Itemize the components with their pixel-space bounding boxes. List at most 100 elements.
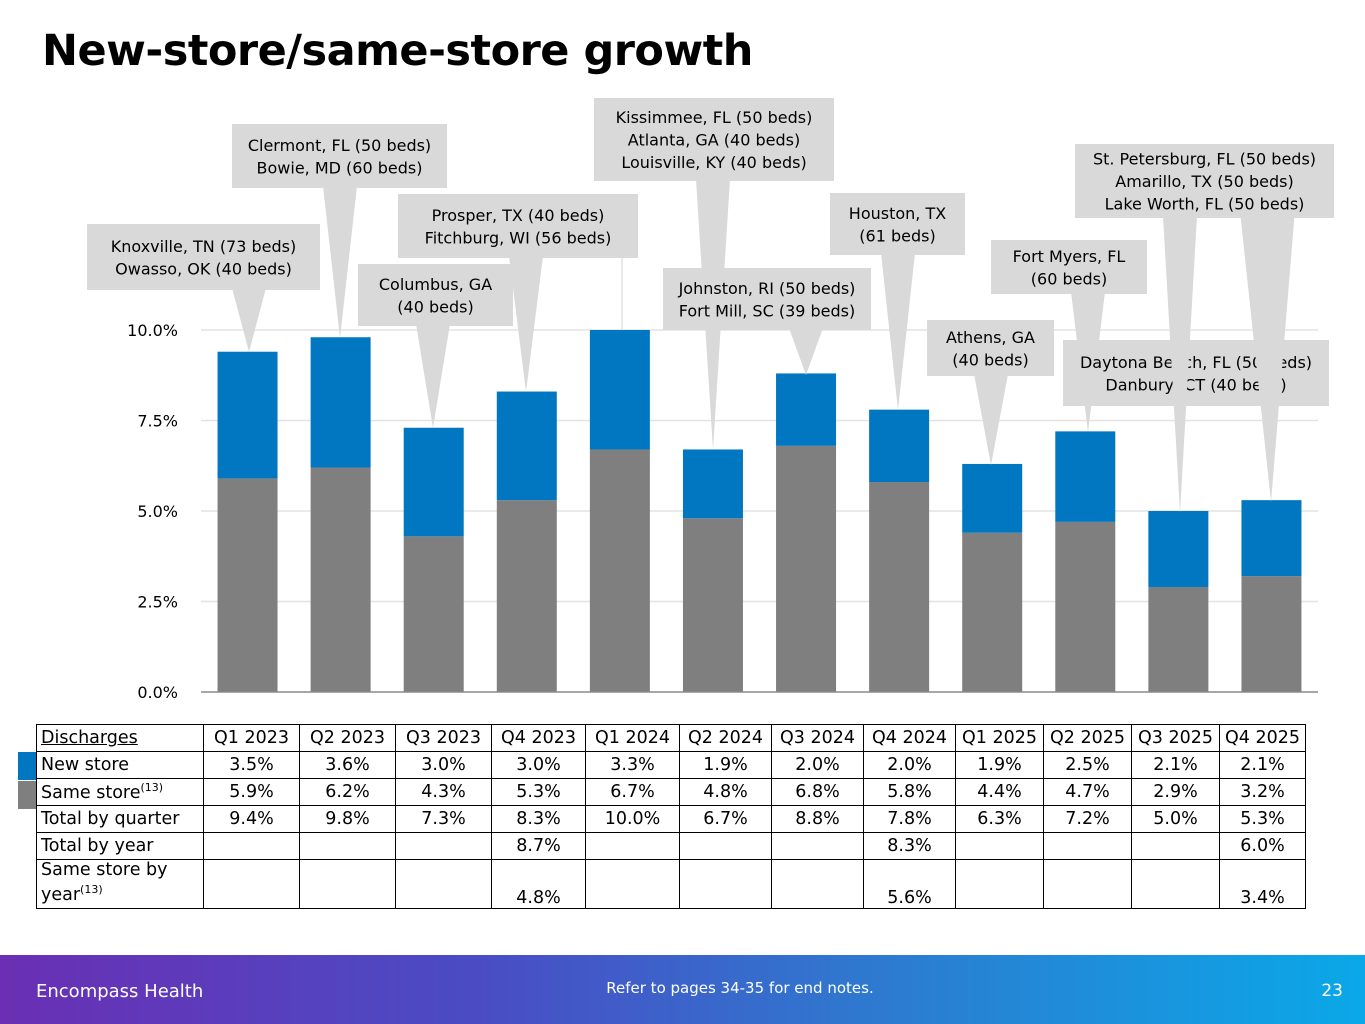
- new-store-bar: [682, 449, 743, 519]
- callout-text: Athens, GA: [946, 328, 1035, 347]
- callout-text: Atlanta, GA (40 beds): [628, 131, 800, 150]
- table-cell: [1131, 832, 1220, 860]
- table-cell: 5.9%: [203, 778, 300, 806]
- same-store-bar: [1148, 587, 1209, 692]
- y-tick-label: 7.5%: [137, 412, 178, 431]
- callout-text: (40 beds): [397, 297, 473, 316]
- table-cell: 7.3%: [395, 805, 492, 833]
- callout-text: Danbury, CT (40 beds): [1105, 375, 1286, 394]
- row-label: Same store by year(13): [36, 859, 204, 909]
- new-store-bar: [1241, 500, 1302, 577]
- same-store-bar: [496, 500, 557, 692]
- table-cell: 8.8%: [771, 805, 864, 833]
- table-cell: 6.8%: [771, 778, 864, 806]
- table-cell: 2.9%: [1131, 778, 1220, 806]
- quarter-header: Q4 2024: [863, 724, 956, 752]
- callout-text: Kissimmee, FL (50 beds): [616, 108, 813, 127]
- callout-text: Fort Myers, FL: [1013, 247, 1126, 266]
- callout-box: [232, 124, 447, 188]
- page-number: 23: [1321, 981, 1343, 1001]
- quarter-header: Q2 2025: [1043, 724, 1132, 752]
- y-tick-label: 0.0%: [137, 683, 178, 702]
- same-store-bar: [403, 536, 464, 692]
- table-cell: 7.2%: [1043, 805, 1132, 833]
- callout-text: Houston, TX: [849, 204, 946, 223]
- new-store-bar: [217, 351, 278, 479]
- callout-pointer: [232, 288, 266, 352]
- table-cell: [679, 832, 772, 860]
- callout-box: [358, 264, 513, 326]
- new-store-bar: [776, 373, 837, 446]
- quarter-header: Q3 2023: [395, 724, 492, 752]
- callout-box: [594, 98, 834, 181]
- quarter-header: Q4 2025: [1219, 724, 1306, 752]
- new-store-bar: [496, 391, 557, 501]
- table-cell: 3.6%: [299, 751, 396, 779]
- table-header-label: Discharges: [36, 724, 204, 752]
- y-tick-label: 5.0%: [137, 502, 178, 521]
- callout-text: Amarillo, TX (50 beds): [1115, 172, 1293, 191]
- page-title: New-store/same-store growth: [42, 26, 753, 76]
- table-cell: 4.3%: [395, 778, 492, 806]
- table-cell: 8.7%: [491, 832, 586, 860]
- callout-box: [1063, 340, 1329, 406]
- table-cell: 4.8%: [491, 859, 586, 909]
- table-row-total-by-year: Total by year 8.7% 8.3% 6.0%: [36, 832, 1306, 860]
- same-store-bar: [1241, 576, 1302, 692]
- table-cell: 2.1%: [1131, 751, 1220, 779]
- row-label: Total by year: [36, 832, 204, 860]
- table-cell: 8.3%: [863, 832, 956, 860]
- table-cell: 5.3%: [1219, 805, 1306, 833]
- stacked-bar-chart: 0.0% 2.5% 5.0% 7.5% 10.0% Knoxville, TN (73 b…: [87, 98, 1334, 702]
- table-cell: 6.7%: [679, 805, 772, 833]
- footer-brand: Encompass Health: [36, 981, 204, 1002]
- table-cell: 5.8%: [863, 778, 956, 806]
- table-cell: 9.8%: [299, 805, 396, 833]
- footer-note: Refer to pages 34-35 for end notes.: [606, 979, 874, 997]
- callout-pointer: [789, 328, 823, 375]
- table-cell: 5.3%: [491, 778, 586, 806]
- callout-text: Knoxville, TN (73 beds): [111, 237, 296, 256]
- table-cell: 4.7%: [1043, 778, 1132, 806]
- quarter-header: Q3 2025: [1131, 724, 1220, 752]
- table-cell: [1043, 832, 1132, 860]
- new-store-bar: [403, 427, 464, 537]
- new-store-bar: [589, 330, 650, 450]
- callout-text: Prosper, TX (40 beds): [432, 206, 605, 225]
- callout-box: [663, 268, 871, 330]
- callout-text: Louisville, KY (40 beds): [621, 153, 806, 172]
- table-cell: [203, 859, 300, 909]
- table-cell: 4.4%: [955, 778, 1044, 806]
- quarter-header: Q1 2023: [203, 724, 300, 752]
- quarter-header: Q3 2024: [771, 724, 864, 752]
- callout-box: [1075, 144, 1334, 218]
- y-tick-label: 10.0%: [127, 321, 178, 340]
- callout-pointer: [881, 253, 915, 410]
- table-cell: [395, 832, 492, 860]
- table-cell: [1043, 859, 1132, 909]
- table-cell: [585, 832, 680, 860]
- y-tick-label: 2.5%: [137, 593, 178, 612]
- table-cell: 5.0%: [1131, 805, 1220, 833]
- quarter-header: Q1 2025: [955, 724, 1044, 752]
- new-store-bar: [869, 409, 930, 483]
- quarter-header: Q1 2024: [585, 724, 680, 752]
- table-cell: 1.9%: [955, 751, 1044, 779]
- table-cell: [299, 832, 396, 860]
- table-row-new-store: New store 3.5% 3.6% 3.0% 3.0% 3.3% 1.9% …: [36, 751, 1306, 779]
- same-store-bar: [1055, 521, 1116, 692]
- table-cell: [955, 832, 1044, 860]
- table-cell: [203, 832, 300, 860]
- callout-text: Daytona Beach, FL (50 beds): [1080, 353, 1312, 372]
- table-cell: 2.1%: [1219, 751, 1306, 779]
- callout-box: [927, 320, 1054, 376]
- callout-box: [398, 194, 638, 258]
- new-store-bar: [1148, 511, 1209, 588]
- callout-box: [87, 224, 320, 290]
- callout-text: Bowie, MD (60 beds): [257, 158, 423, 177]
- table-header-row: Discharges Q1 2023 Q2 2023 Q3 2023 Q4 20…: [36, 724, 1306, 752]
- new-store-bar: [1055, 431, 1116, 522]
- table-row-total-by-quarter: Total by quarter 9.4% 9.8% 7.3% 8.3% 10.…: [36, 805, 1306, 833]
- row-label: Same store(13): [36, 778, 204, 806]
- callout-pointer: [1240, 216, 1295, 502]
